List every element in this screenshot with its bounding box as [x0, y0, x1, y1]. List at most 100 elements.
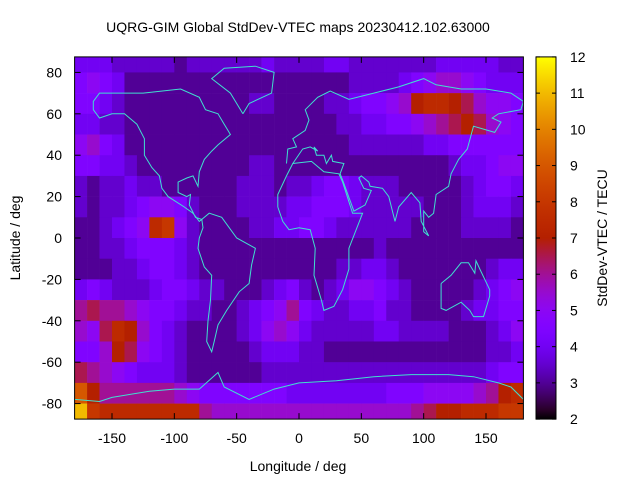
- heatmap-cell: [136, 320, 150, 342]
- heatmap-cell: [186, 217, 200, 239]
- heatmap-cell: [373, 341, 387, 363]
- heatmap-cell: [74, 238, 88, 259]
- heatmap-cell: [99, 403, 113, 420]
- heatmap-cell: [136, 258, 150, 280]
- heatmap-cell: [161, 72, 175, 94]
- heatmap-cell: [87, 56, 100, 73]
- heatmap-cell: [373, 403, 387, 420]
- heatmap-cell: [87, 279, 100, 301]
- heatmap-cell: [224, 403, 237, 420]
- x-tick-label: -100: [160, 430, 188, 446]
- heatmap-cell: [436, 217, 449, 239]
- heatmap-cell: [261, 56, 275, 73]
- heatmap-cell: [136, 238, 150, 259]
- heatmap-cell: [498, 300, 512, 322]
- heatmap-cell: [386, 113, 400, 135]
- heatmap-cell: [461, 320, 474, 342]
- heatmap-cell: [373, 72, 387, 94]
- heatmap-cell: [286, 175, 300, 197]
- heatmap-cell: [199, 155, 213, 177]
- heatmap-cell: [286, 238, 300, 259]
- heatmap-cell: [211, 403, 225, 420]
- heatmap-cell: [99, 279, 113, 301]
- heatmap-cell: [211, 113, 225, 135]
- heatmap-cell: [373, 320, 387, 342]
- heatmap-cell: [112, 113, 125, 135]
- heatmap-cell: [211, 341, 225, 363]
- heatmap-cell: [311, 155, 325, 177]
- heatmap-cell: [423, 175, 437, 197]
- heatmap-cell: [361, 72, 375, 94]
- heatmap-cell: [323, 320, 337, 342]
- heatmap-cell: [74, 258, 88, 280]
- heatmap-cell: [99, 362, 113, 384]
- heatmap-cell: [99, 217, 113, 239]
- heatmap-cell: [348, 238, 362, 259]
- heatmap-cell: [411, 113, 424, 135]
- heatmap-cell: [461, 341, 474, 363]
- heatmap-cell: [211, 258, 225, 280]
- heatmap-cell: [311, 300, 325, 322]
- heatmap-cell: [386, 56, 400, 73]
- heatmap-cell: [473, 196, 487, 218]
- heatmap-cell: [274, 196, 287, 218]
- heatmap-cell: [299, 238, 312, 259]
- heatmap-cell: [348, 341, 362, 363]
- heatmap-cell: [274, 72, 287, 94]
- heatmap-cell: [436, 238, 449, 259]
- heatmap-cell: [211, 93, 225, 115]
- heatmap-cell: [348, 362, 362, 384]
- heatmap-cell: [398, 113, 412, 135]
- heatmap-cell: [74, 175, 88, 197]
- heatmap-cell: [311, 341, 325, 363]
- heatmap-cell: [398, 217, 412, 239]
- heatmap-cell: [510, 279, 524, 301]
- heatmap-cell: [161, 56, 175, 73]
- heatmap-cell: [386, 279, 400, 301]
- heatmap-cell: [398, 196, 412, 218]
- heatmap-cell: [373, 258, 387, 280]
- heatmap-cell: [436, 382, 449, 404]
- heatmap-cell: [74, 217, 88, 239]
- heatmap-cell: [261, 238, 275, 259]
- heatmap-cell: [224, 155, 237, 177]
- heatmap-cell: [199, 196, 213, 218]
- heatmap-cell: [436, 72, 449, 94]
- heatmap-cell: [411, 134, 424, 156]
- heatmap-cell: [236, 93, 250, 115]
- heatmap-cell: [186, 382, 200, 404]
- heatmap-cell: [261, 113, 275, 135]
- heatmap-cell: [186, 320, 200, 342]
- heatmap-cell: [398, 341, 412, 363]
- heatmap-cell: [224, 93, 237, 115]
- heatmap-cell: [361, 113, 375, 135]
- heatmap-cell: [323, 382, 337, 404]
- heatmap-cell: [473, 320, 487, 342]
- heatmap-cell: [236, 362, 250, 384]
- heatmap-cell: [249, 217, 262, 239]
- heatmap-cell: [373, 93, 387, 115]
- heatmap-cell: [323, 362, 337, 384]
- heatmap-cell: [124, 238, 138, 259]
- heatmap-cell: [161, 258, 175, 280]
- heatmap-cell: [411, 341, 424, 363]
- heatmap-cell: [136, 217, 150, 239]
- heatmap-cell: [448, 279, 462, 301]
- heatmap-cell: [373, 300, 387, 322]
- heatmap-cell: [224, 113, 237, 135]
- heatmap-cell: [261, 134, 275, 156]
- heatmap-cell: [323, 300, 337, 322]
- heatmap-cell: [249, 175, 262, 197]
- heatmap-cell: [261, 362, 275, 384]
- heatmap-cell: [186, 155, 200, 177]
- heatmap-cell: [211, 238, 225, 259]
- heatmap-cell: [249, 320, 262, 342]
- heatmap-cell: [423, 341, 437, 363]
- heatmap-cell: [373, 113, 387, 135]
- heatmap-cell: [423, 56, 437, 73]
- heatmap-cell: [361, 56, 375, 73]
- heatmap-cell: [486, 93, 499, 115]
- heatmap-cell: [149, 72, 163, 94]
- y-tick-label: -40: [42, 313, 62, 329]
- heatmap-cell: [398, 56, 412, 73]
